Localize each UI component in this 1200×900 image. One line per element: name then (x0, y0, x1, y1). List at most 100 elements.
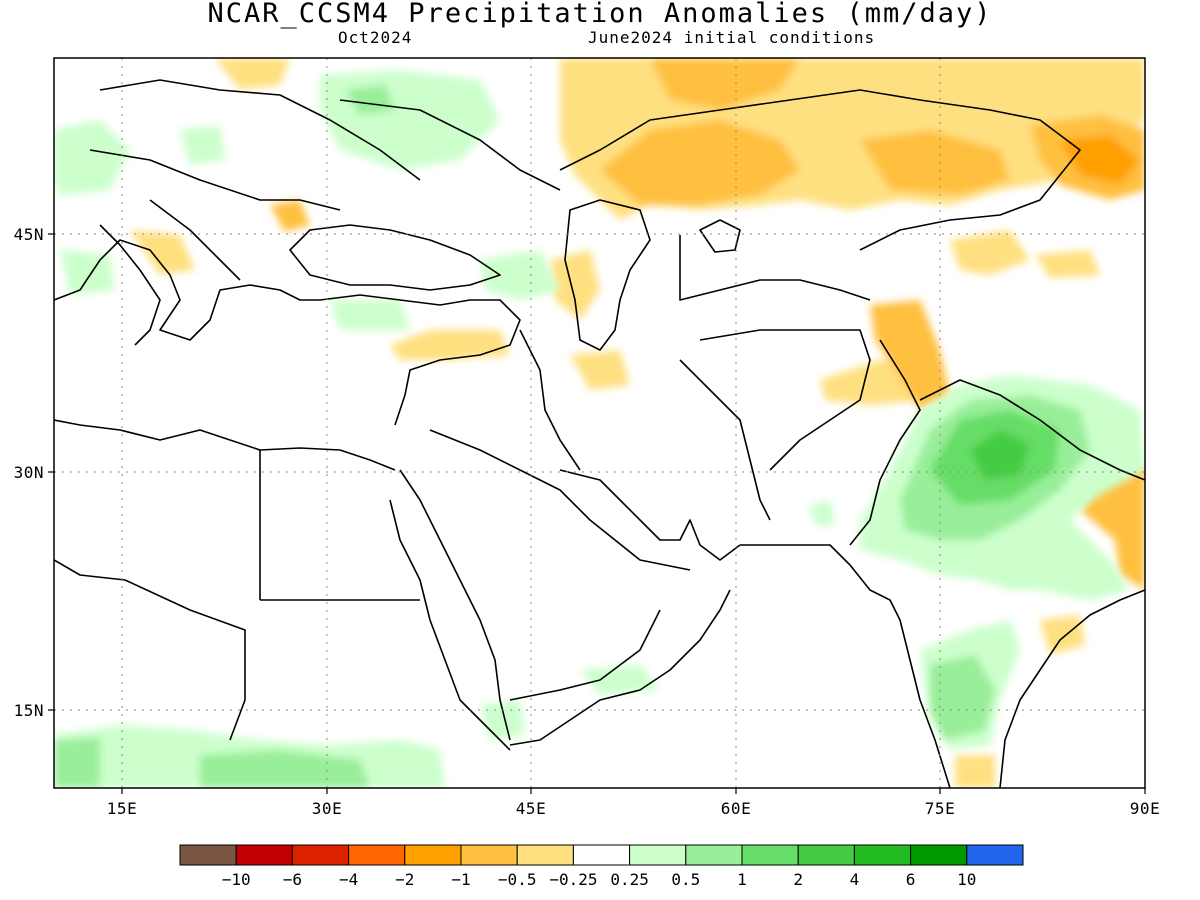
legend-swatch-14 (966, 844, 1024, 866)
border-africa-west (54, 559, 246, 741)
legend-swatch-3 (348, 844, 406, 866)
legend-label-3: −2 (395, 870, 414, 889)
coastline-caspian (564, 199, 651, 351)
dry-region-caspian (550, 250, 600, 320)
border-china-india (919, 379, 1145, 481)
wet-region-sudan (480, 700, 525, 740)
legend-swatch-7 (572, 844, 631, 866)
lon-tick-15e: 15E (107, 799, 137, 818)
coastline-red-sea-east (399, 469, 511, 741)
dry-region-north-top (650, 58, 800, 110)
legend-labels: −10 −6 −4 −2 −1 −0.5 −0.25 0.25 0.5 1 2 4 6 10 (222, 870, 977, 889)
border-yemen (509, 609, 661, 701)
coastline-pakistan-india (740, 544, 951, 788)
coastline-aral (699, 219, 741, 253)
legend-swatch-13 (910, 844, 968, 866)
border-iran-iraq (519, 329, 581, 471)
border-saudi (429, 429, 691, 571)
dry-region-south-india (955, 755, 995, 788)
legend-label-4: −1 (451, 870, 470, 889)
wet-region-west-india-core (930, 655, 995, 740)
legend-swatch-2 (291, 844, 350, 866)
legend-label-5: −0.5 (498, 870, 537, 889)
legend-swatch-9 (685, 844, 743, 866)
coastline-red-sea-west (389, 499, 511, 751)
wet-region-india-inner (970, 430, 1030, 480)
coastline-italy (99, 224, 161, 346)
wet-region-germany (180, 125, 225, 165)
map-frame (53, 57, 1146, 789)
dry-region-turkey (390, 330, 510, 360)
dry-region-india-east-coast (1040, 615, 1085, 655)
legend-label-1: −6 (283, 870, 302, 889)
dry-region-tibet-east (950, 230, 1030, 275)
border-europe-2 (89, 149, 341, 211)
border-europe-1 (99, 79, 421, 181)
graticule (54, 58, 1145, 788)
legend-label-10: 2 (793, 870, 803, 889)
wet-region-arabian-sea (810, 500, 835, 525)
legend-swatch-4 (404, 844, 462, 866)
lon-tick-60e: 60E (721, 799, 751, 818)
lon-tick-75e: 75E (925, 799, 955, 818)
lon-tick-45e: 45E (516, 799, 546, 818)
border-iran-east (679, 359, 771, 521)
legend-swatch-10 (741, 844, 799, 866)
dry-anomaly-regions (130, 58, 1145, 788)
dry-region-west-top (215, 58, 290, 90)
legend-swatch-0 (179, 844, 237, 866)
coastlines-and-borders (54, 79, 1145, 788)
lat-tick-30n: 30N (14, 463, 44, 482)
wet-region-caucasus (480, 250, 560, 300)
coastline-persian-gulf (559, 469, 741, 561)
coastline-black-sea (289, 224, 501, 291)
dry-region-central-asia-core (600, 120, 800, 205)
coastline-arabia-south (509, 589, 731, 746)
dry-region-balkans (130, 230, 195, 275)
dry-region-small-east (1035, 250, 1100, 278)
border-pakistan-india (849, 339, 921, 546)
legend-label-13: 10 (957, 870, 976, 889)
legend-swatch-6 (516, 844, 574, 866)
dry-region-ukraine (270, 200, 310, 232)
lon-tick-30e: 30E (312, 799, 342, 818)
legend-label-8: 0.5 (671, 870, 700, 889)
legend-label-7: 0.25 (610, 870, 649, 889)
legend-swatch-12 (853, 844, 912, 866)
legend-swatch-11 (797, 844, 855, 866)
legend-swatch-8 (629, 844, 687, 866)
page-title: NCAR_CCSM4 Precipitation Anomalies (mm/d… (207, 0, 993, 29)
border-europe-3 (149, 199, 241, 281)
wet-region-oman (580, 665, 660, 695)
legend-label-2: −4 (339, 870, 358, 889)
wet-region-anatolia (330, 300, 410, 330)
legend-label-0: −10 (222, 870, 251, 889)
wet-region-italy (60, 250, 115, 295)
dry-region-ne-china-core (1060, 135, 1140, 185)
lon-tick-90e: 90E (1130, 799, 1160, 818)
legend-swatch-1 (235, 844, 293, 866)
border-kazakhstan (559, 89, 1081, 251)
lat-tick-45n: 45N (14, 225, 44, 244)
legend-label-12: 6 (906, 870, 916, 889)
coastline-india-east (999, 589, 1145, 788)
border-central-asia (679, 235, 871, 301)
initial-conditions: June2024 initial conditions (588, 28, 876, 47)
lat-tick-15n: 15N (14, 701, 44, 720)
anomaly-fields (54, 58, 1145, 788)
legend-label-11: 4 (850, 870, 860, 889)
valid-month: Oct2024 (338, 28, 413, 47)
legend-swatch-5 (460, 844, 518, 866)
dry-region-mongolia (860, 130, 1010, 195)
dry-region-tibet-west (870, 300, 950, 410)
dry-region-iran-north (570, 350, 630, 390)
legend-label-9: 1 (737, 870, 747, 889)
border-afghanistan (699, 329, 871, 471)
coastline-mediterranean-north (54, 239, 521, 426)
wet-region-europe-west (54, 120, 130, 195)
coastline-north-africa (54, 419, 396, 471)
wet-region-europe-east-core (345, 85, 395, 115)
legend-color-boxes (179, 844, 1024, 866)
border-russia-south (339, 99, 561, 191)
